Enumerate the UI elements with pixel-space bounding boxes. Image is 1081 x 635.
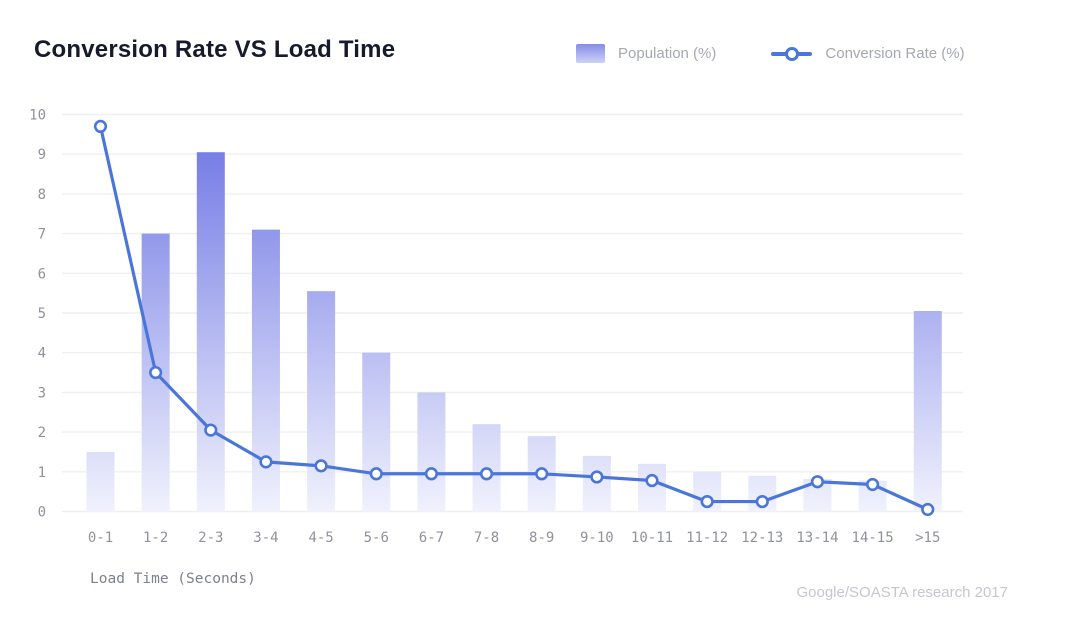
legend: Population (%) Conversion Rate (%)	[576, 44, 965, 63]
conversion-marker	[755, 494, 769, 509]
y-tick-label: 1	[38, 465, 46, 481]
x-tick-label: 8-9	[529, 530, 554, 546]
line-marker-icon	[771, 46, 813, 61]
population-bar	[582, 455, 611, 512]
population-bar	[196, 152, 225, 512]
y-tick-label: 5	[38, 306, 46, 322]
legend-label-conversion-rate: Conversion Rate (%)	[825, 45, 965, 62]
conversion-marker	[204, 423, 218, 437]
x-tick-label: 0-1	[88, 530, 113, 546]
x-tick-label: 13-14	[796, 530, 838, 546]
population-bar	[251, 229, 280, 512]
conversion-marker	[590, 470, 604, 484]
conversion-marker	[865, 477, 880, 492]
y-tick-label: 7	[38, 227, 46, 243]
x-tick-label: 12-13	[741, 530, 783, 546]
conversion-marker	[810, 475, 825, 489]
x-tick-label: 5-6	[364, 530, 389, 546]
x-tick-label: 14-15	[852, 530, 894, 546]
x-tick-label: >15	[915, 530, 940, 546]
conversion-marker	[700, 494, 714, 509]
x-tick-label: 6-7	[419, 530, 444, 546]
population-swatch-icon	[576, 44, 605, 63]
legend-item-conversion-rate: Conversion Rate (%)	[771, 45, 965, 62]
y-tick-label: 4	[38, 346, 46, 362]
population-bar	[417, 392, 446, 512]
y-tick-label: 3	[38, 385, 46, 401]
y-tick-label: 6	[38, 266, 46, 282]
x-tick-label: 11-12	[686, 530, 728, 546]
x-tick-label: 7-8	[474, 530, 499, 546]
x-tick-label: 3-4	[253, 530, 278, 546]
conversion-marker	[424, 467, 439, 481]
conversion-marker	[93, 119, 108, 134]
legend-label-population: Population (%)	[618, 45, 717, 62]
conversion-marker	[369, 467, 383, 481]
chart-title: Conversion Rate VS Load Time	[34, 36, 396, 63]
y-tick-label: 10	[29, 108, 46, 124]
y-tick-label: 8	[38, 187, 46, 203]
population-bar	[913, 311, 942, 512]
y-tick-label: 9	[38, 147, 46, 163]
population-bar	[307, 291, 336, 512]
conversion-marker	[479, 467, 494, 481]
conversion-marker	[259, 455, 273, 469]
conversion-marker	[921, 502, 935, 517]
population-bar	[86, 451, 115, 512]
y-tick-label: 2	[38, 425, 46, 441]
x-axis-title: Load Time (Seconds)	[90, 571, 256, 587]
x-tick-label: 10-11	[631, 530, 673, 546]
population-bar	[638, 463, 666, 512]
x-tick-label: 4-5	[308, 530, 333, 546]
x-tick-label: 9-10	[580, 530, 614, 546]
x-tick-label: 2-3	[198, 530, 223, 546]
conversion-line	[98, 124, 930, 512]
legend-item-population: Population (%)	[576, 44, 716, 63]
conversion-marker	[149, 365, 163, 380]
x-tick-label: 1-2	[143, 530, 168, 546]
population-bar	[362, 352, 391, 512]
source-note: Google/SOASTA research 2017	[796, 584, 1008, 601]
conversion-marker	[645, 473, 659, 488]
y-tick-label: 0	[38, 505, 46, 521]
conversion-marker	[314, 459, 328, 473]
conversion-marker	[535, 467, 549, 481]
